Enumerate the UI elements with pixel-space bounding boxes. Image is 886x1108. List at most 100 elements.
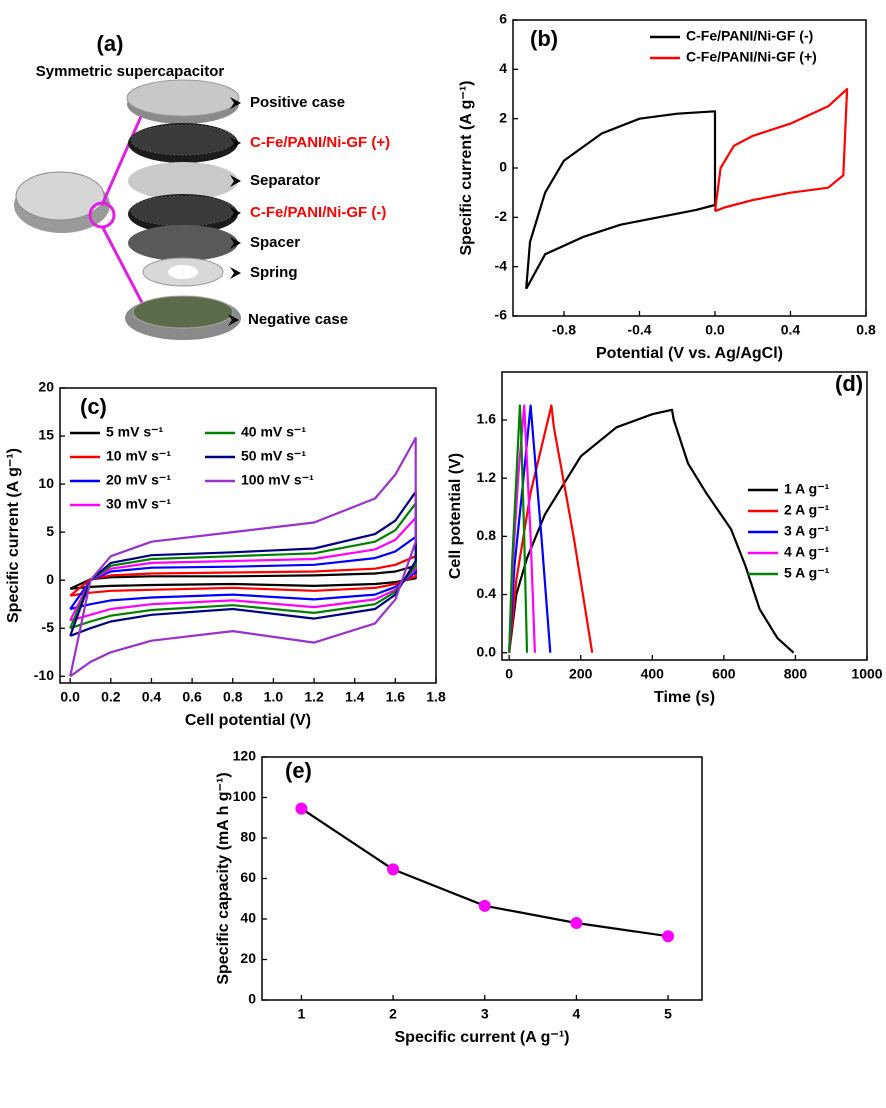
x-tick-label: 0.4 — [142, 689, 162, 705]
y-tick-label: -2 — [495, 208, 508, 224]
legend-label: 4 A g⁻¹ — [784, 544, 830, 560]
plot-frame — [262, 757, 702, 1000]
legend-label: 5 A g⁻¹ — [784, 565, 830, 581]
data-point — [479, 900, 491, 912]
x-tick-label: 1.4 — [345, 689, 365, 705]
x-axis-title: Time (s) — [654, 689, 715, 706]
x-axis-title: Cell potential (V) — [185, 712, 311, 729]
x-tick-label: 0.0 — [60, 689, 80, 705]
panel-label: (e) — [285, 758, 312, 783]
component-label: Spring — [250, 264, 298, 281]
panel-label: (b) — [530, 26, 558, 51]
y-tick-label: 6 — [499, 11, 507, 27]
y-tick-label: 60 — [240, 869, 256, 885]
x-tick-label: 200 — [569, 666, 593, 682]
panel-label: (c) — [80, 394, 107, 419]
data-point — [295, 803, 307, 815]
legend-label: 5 mV s⁻¹ — [106, 424, 164, 440]
legend-label: 40 mV s⁻¹ — [241, 424, 306, 440]
legend-label: 3 A g⁻¹ — [784, 523, 830, 539]
electrode-texture — [131, 196, 235, 226]
y-tick-label: 0 — [46, 571, 54, 587]
y-tick-label: 1.6 — [477, 411, 497, 427]
panel-label: (a) — [97, 31, 124, 56]
x-tick-label: 0.2 — [101, 689, 121, 705]
x-tick-label: 3 — [481, 1006, 489, 1022]
y-tick-label: -4 — [495, 257, 508, 273]
diagram-labels: Positive case C-Fe/PANI/Ni-GF (+) Separato… — [228, 94, 390, 328]
y-tick-label: 20 — [38, 379, 54, 395]
series-line — [715, 89, 847, 211]
legend-label: C-Fe/PANI/Ni-GF (+) — [686, 49, 817, 65]
component-label: Separator — [250, 172, 320, 189]
figure: (a) Symmetric supercapacitor Positive ca… — [0, 0, 886, 1108]
x-tick-label: 5 — [664, 1006, 672, 1022]
y-tick-label: 15 — [38, 427, 54, 443]
legend-label: 10 mV s⁻¹ — [106, 448, 171, 464]
x-axis-title: Specific current (A g⁻¹) — [395, 1029, 570, 1046]
plot-area — [526, 89, 847, 289]
legend: 5 mV s⁻¹10 mV s⁻¹20 mV s⁻¹30 mV s⁻¹40 mV… — [70, 424, 314, 512]
data-point — [570, 917, 582, 929]
y-axis-title: Cell potential (V) — [447, 453, 464, 579]
y-tick-label: 10 — [38, 475, 54, 491]
panel-a: (a) Symmetric supercapacitor Positive ca… — [14, 31, 390, 340]
series-line — [526, 111, 715, 289]
x-tick-label: 2 — [389, 1006, 397, 1022]
y-tick-label: 20 — [240, 950, 256, 966]
series-line — [301, 809, 668, 937]
y-tick-label: -5 — [42, 619, 55, 635]
component-label: Spacer — [250, 234, 300, 251]
x-axis-title: Potential (V vs. Ag/AgCl) — [596, 345, 783, 362]
x-tick-label: 1.8 — [426, 689, 446, 705]
y-tick-label: 1.2 — [477, 469, 497, 485]
y-tick-label: -6 — [495, 307, 508, 323]
y-tick-label: 100 — [233, 788, 257, 804]
component-label: C-Fe/PANI/Ni-GF (+) — [250, 134, 390, 151]
negative-case-mesh — [133, 296, 233, 328]
y-tick-label: 5 — [46, 523, 54, 539]
x-tick-label: 0.0 — [705, 322, 725, 338]
x-tick-label: 1.2 — [304, 689, 324, 705]
y-axis-title: Specific capacity (mA h g⁻¹) — [215, 772, 232, 984]
x-tick-label: 1000 — [851, 666, 882, 682]
diagram-subtitle: Symmetric supercapacitor — [36, 63, 225, 80]
x-tick-label: 600 — [712, 666, 736, 682]
plot-area — [509, 406, 793, 653]
y-tick-label: 80 — [240, 829, 256, 845]
y-tick-label: 0 — [499, 159, 507, 175]
y-axis-title: Specific current (A g⁻¹) — [458, 81, 475, 256]
spacer — [128, 225, 238, 261]
y-tick-label: 0.4 — [477, 585, 497, 601]
y-axis-title: Specific current (A g⁻¹) — [5, 448, 22, 623]
y-tick-label: 2 — [499, 109, 507, 125]
component-label: Negative case — [248, 311, 348, 328]
component-label: Positive case — [250, 94, 345, 111]
x-tick-label: 800 — [784, 666, 808, 682]
page: (a) Symmetric supercapacitor Positive ca… — [0, 0, 886, 1108]
data-point — [662, 930, 674, 942]
positive-case-top — [127, 80, 239, 116]
x-tick-label: 1.6 — [386, 689, 406, 705]
x-tick-label: 0.8 — [856, 322, 876, 338]
legend-label: 50 mV s⁻¹ — [241, 448, 306, 464]
y-tick-label: 0.8 — [477, 527, 497, 543]
y-tick-label: 4 — [499, 60, 507, 76]
panel-label: (d) — [835, 371, 863, 396]
legend-label: 1 A g⁻¹ — [784, 481, 830, 497]
data-point — [387, 863, 399, 875]
component-label: C-Fe/PANI/Ni-GF (-) — [250, 204, 386, 221]
y-tick-label: 0.0 — [477, 643, 497, 659]
x-tick-label: -0.4 — [627, 322, 651, 338]
x-tick-label: 1.0 — [264, 689, 284, 705]
y-tick-label: 120 — [233, 748, 257, 764]
x-tick-label: 400 — [641, 666, 665, 682]
legend: 1 A g⁻¹2 A g⁻¹3 A g⁻¹4 A g⁻¹5 A g⁻¹ — [748, 481, 830, 581]
spring-hole — [168, 265, 198, 279]
y-tick-label: 0 — [248, 991, 256, 1007]
y-tick-label: -10 — [34, 667, 54, 683]
electrode-texture — [131, 125, 235, 155]
